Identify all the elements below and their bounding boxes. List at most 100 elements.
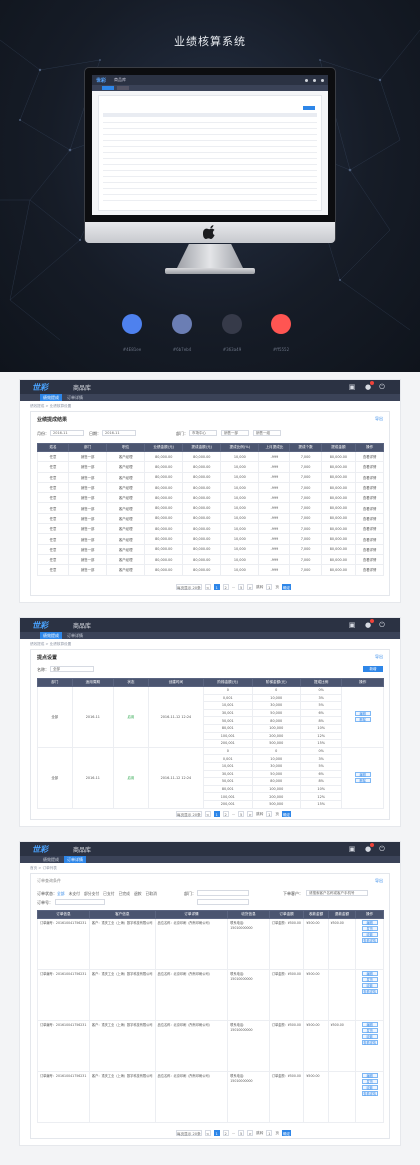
view-detail-link[interactable]: 查看详情 <box>355 471 384 483</box>
order-action-button[interactable]: 发货 <box>361 926 378 931</box>
bell-icon[interactable]: ● <box>364 845 372 853</box>
order-action-button[interactable]: 发货 <box>361 1079 378 1084</box>
order-action-button[interactable]: 收款 <box>361 1085 378 1090</box>
view-detail-link[interactable]: 查看详情 <box>355 543 384 555</box>
next-page-button[interactable]: > <box>247 584 254 590</box>
order-action-button[interactable]: 收款 <box>361 983 378 988</box>
view-detail-link[interactable]: 查看详情 <box>355 450 384 463</box>
power-icon[interactable]: ⏻ <box>379 383 385 391</box>
power-icon[interactable]: ⏻ <box>379 621 385 629</box>
tab-orders[interactable]: 订单详情 <box>67 395 83 400</box>
tab-orders[interactable]: 订单详情 <box>64 856 86 863</box>
date-input[interactable]: 2016-11 <box>102 430 136 436</box>
page-button[interactable]: 2 <box>222 811 229 817</box>
month-input[interactable]: 2016-11 <box>50 430 84 436</box>
order-action-button[interactable]: 查看详情 <box>361 1091 378 1096</box>
order-action-button[interactable]: 编辑 <box>361 920 378 925</box>
next-page-button[interactable]: > <box>247 811 254 817</box>
goto-confirm-button[interactable]: 确定 <box>281 811 292 817</box>
prev-page-button[interactable]: < <box>204 811 211 817</box>
tab-orders[interactable]: 订单详情 <box>67 633 83 638</box>
tab-performance[interactable]: 绩效提成 <box>40 394 62 401</box>
bell-icon[interactable]: ● <box>364 383 372 391</box>
status-option[interactable]: 部分支付 <box>83 891 100 896</box>
status-option[interactable]: 已支付 <box>103 891 115 896</box>
page-button[interactable]: 2 <box>222 584 229 590</box>
view-detail-link[interactable]: 查看详情 <box>355 512 384 525</box>
dept-input[interactable] <box>197 890 249 896</box>
edit-button[interactable]: 编辑 <box>354 711 371 717</box>
per-page-select[interactable]: 每页显示 20条 <box>176 1130 202 1136</box>
customer-input[interactable]: 请搜索客户名称或客户手机号 <box>306 890 368 896</box>
edit-button[interactable]: 编辑 <box>354 772 371 778</box>
status-option[interactable]: 已取消 <box>145 891 157 896</box>
order-action-button[interactable]: 查看详情 <box>361 989 378 994</box>
add-button[interactable]: 新增 <box>363 666 383 672</box>
order-action-button[interactable]: 发货 <box>361 977 378 982</box>
chat-icon[interactable]: ▣ <box>348 621 356 629</box>
order-action-button[interactable]: 发货 <box>361 1028 378 1033</box>
goto-confirm-button[interactable]: 确定 <box>281 584 292 590</box>
delete-button[interactable]: 删除 <box>354 778 371 784</box>
group-select[interactable]: 销售一组 <box>253 430 281 436</box>
order-action-button[interactable]: 编辑 <box>361 1073 378 1078</box>
column-header: 部门 <box>68 443 108 452</box>
tab-performance[interactable]: 绩效提成 <box>40 632 62 639</box>
order-action-button[interactable]: 查看详情 <box>361 938 378 943</box>
export-link[interactable]: 导出 <box>375 878 383 883</box>
view-detail-link[interactable]: 查看详情 <box>355 492 384 504</box>
view-detail-link[interactable]: 查看详情 <box>355 502 384 514</box>
goto-input[interactable]: 1 <box>266 811 273 817</box>
per-page-select[interactable]: 每页显示 20条 <box>176 811 202 817</box>
view-detail-link[interactable]: 查看详情 <box>355 523 384 535</box>
power-icon[interactable]: ⏻ <box>379 845 385 853</box>
status-option[interactable]: 全部 <box>57 891 65 896</box>
nav-products[interactable]: 商品库 <box>73 623 92 630</box>
goto-confirm-button[interactable]: 确定 <box>281 1130 292 1136</box>
order-action-button[interactable]: 收款 <box>361 1034 378 1039</box>
nav-products[interactable]: 商品库 <box>73 847 92 854</box>
tab-performance[interactable]: 绩效提成 <box>43 857 59 862</box>
delete-button[interactable]: 删除 <box>354 717 371 723</box>
page-button[interactable]: 5 <box>238 1130 245 1136</box>
status-option[interactable]: 已完成 <box>118 891 130 896</box>
order-no-input[interactable] <box>55 899 105 905</box>
table-cell: 7,000 <box>289 471 322 483</box>
order-action-button[interactable]: 查看详情 <box>361 1040 378 1045</box>
view-detail-link[interactable]: 查看详情 <box>355 533 384 545</box>
order-action-button[interactable]: 编辑 <box>361 1022 378 1027</box>
brand-logo[interactable]: 世彩 <box>32 621 48 630</box>
dept-sub-select[interactable]: 销售一部 <box>221 430 249 436</box>
brand-logo[interactable]: 世彩 <box>32 845 48 854</box>
next-page-button[interactable]: > <box>247 1130 254 1136</box>
view-detail-link[interactable]: 查看详情 <box>355 553 384 566</box>
export-link[interactable]: 导出 <box>375 416 383 421</box>
prev-page-button[interactable]: < <box>204 584 211 590</box>
status-option[interactable]: 退款 <box>133 891 142 896</box>
page-button[interactable]: 2 <box>222 1130 229 1136</box>
nav-products[interactable]: 商品库 <box>73 385 92 392</box>
page-button[interactable]: 1 <box>213 1130 220 1136</box>
page-button[interactable]: 1 <box>213 811 220 817</box>
dept-select[interactable]: 市场中心 <box>189 430 217 436</box>
page-button[interactable]: 1 <box>213 584 220 590</box>
export-link[interactable]: 导出 <box>375 654 383 659</box>
page-button[interactable]: 5 <box>238 584 245 590</box>
status-option[interactable]: 未支付 <box>68 891 80 896</box>
order-action-button[interactable]: 收款 <box>361 932 378 937</box>
view-detail-link[interactable]: 查看详情 <box>355 481 384 494</box>
prev-page-button[interactable]: < <box>204 1130 211 1136</box>
goto-input[interactable]: 1 <box>266 1130 273 1136</box>
dept-sub-input[interactable] <box>197 899 249 905</box>
chat-icon[interactable]: ▣ <box>348 845 356 853</box>
name-input[interactable]: 全部 <box>50 666 94 672</box>
view-detail-link[interactable]: 查看详情 <box>355 461 384 473</box>
view-detail-link[interactable]: 查看详情 <box>355 564 384 576</box>
brand-logo[interactable]: 世彩 <box>32 383 48 392</box>
per-page-select[interactable]: 每页显示 20条 <box>176 584 202 590</box>
page-button[interactable]: 5 <box>238 811 245 817</box>
order-action-button[interactable]: 编辑 <box>361 971 378 976</box>
chat-icon[interactable]: ▣ <box>348 383 356 391</box>
bell-icon[interactable]: ● <box>364 621 372 629</box>
goto-input[interactable]: 1 <box>266 584 273 590</box>
